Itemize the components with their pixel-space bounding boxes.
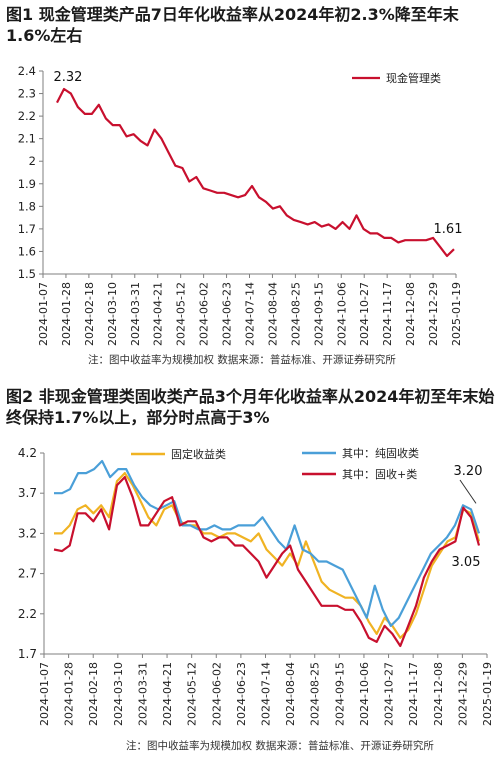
x-tick-label: 2024-08-04 <box>266 282 279 346</box>
x-tick-label: 2024-03-10 <box>112 662 125 726</box>
x-tick-label: 2024-10-27 <box>358 282 371 346</box>
y-tick-label: 1.8 <box>18 199 36 213</box>
x-tick-label: 2024-06-02 <box>198 282 211 346</box>
y-tick-label: 4.2 <box>18 446 37 460</box>
data-label-leader <box>459 479 477 504</box>
x-tick-label: 2024-10-06 <box>358 662 371 726</box>
x-tick-label: 2024-06-02 <box>210 662 223 726</box>
x-tick-label: 2024-07-14 <box>244 282 257 346</box>
y-tick-label: 1.5 <box>18 267 36 281</box>
x-tick-label: 2025-01-19 <box>450 282 463 346</box>
y-tick-label: 1.7 <box>18 647 37 661</box>
x-tick-label: 2024-09-15 <box>312 282 325 346</box>
chart1-axes: 1.5 1.6 1.7 1.8 1.9 2 2.1 2.2 2.3 2.4 2024-01-07 20… <box>18 64 463 346</box>
x-tick-label: 2024-04-21 <box>152 282 165 346</box>
y-tick-label: 3.2 <box>18 526 37 540</box>
x-tick-label: 2025-01-19 <box>481 662 494 726</box>
series-line-2 <box>54 459 481 628</box>
x-tick-label: 2024-06-23 <box>235 662 248 726</box>
data-label: 3.05 <box>452 555 481 570</box>
x-tick-label: 2024-10-27 <box>383 662 396 726</box>
x-tick-label: 2024-01-07 <box>38 662 51 726</box>
chart2-series <box>53 459 481 648</box>
y-tick-label: 1.9 <box>18 177 36 191</box>
y-tick-label: 1.6 <box>18 244 36 258</box>
y-tick-label: 2.4 <box>18 64 36 78</box>
chart1-labels: 2.32 1.61 <box>53 70 462 237</box>
chart1-legend: 现金管理类 <box>352 71 441 85</box>
y-tick-label: 2 <box>29 154 36 168</box>
legend-label: 现金管理类 <box>386 71 441 85</box>
chart2-axes: 1.7 2.2 2.7 3.2 3.7 4.2 2024-01-07 2024-01-28 20… <box>18 446 494 726</box>
chart2-note: 注：图中收益率为规模加权 数据来源：普益标准、开源证券研究所 <box>126 740 434 752</box>
chart1-note: 注：图中收益率为规模加权 数据来源：普益标准、开源证券研究所 <box>88 354 396 366</box>
y-tick-label: 2.2 <box>18 109 36 123</box>
chart1-series <box>56 87 455 258</box>
y-tick-label: 1.7 <box>18 222 36 236</box>
x-tick-label: 2024-02-18 <box>83 282 96 346</box>
x-tick-label: 2024-09-15 <box>333 662 346 726</box>
x-tick-label: 2024-10-06 <box>335 282 348 346</box>
x-tick-label: 2024-12-29 <box>456 662 469 726</box>
x-tick-label: 2024-08-25 <box>289 282 302 346</box>
x-tick-label: 2024-01-28 <box>63 662 76 726</box>
x-tick-label: 2024-12-08 <box>432 662 445 726</box>
chart1-svg: 1.5 1.6 1.7 1.8 1.9 2 2.1 2.2 2.3 2.4 2024-01-07 20… <box>18 64 463 346</box>
x-tick-label: 2024-11-17 <box>381 282 394 346</box>
x-tick-label: 2024-03-31 <box>136 662 149 726</box>
x-tick-label: 2024-07-14 <box>260 662 273 726</box>
chart2-title: 图2 非现金管理类固收类产品3个月年化收益率从2024年初至年末始终保持1.7%… <box>6 387 495 427</box>
y-tick-label: 3.7 <box>18 486 37 500</box>
legend-label: 其中：纯固收类 <box>342 446 419 460</box>
series-line-1 <box>56 87 455 258</box>
x-tick-label: 2024-05-12 <box>186 662 199 726</box>
x-tick-label: 2024-11-17 <box>407 662 420 726</box>
x-tick-label: 2024-02-18 <box>87 662 100 726</box>
x-tick-label: 2024-03-10 <box>106 282 119 346</box>
y-tick-label: 2.3 <box>18 87 36 101</box>
x-tick-label: 2024-05-12 <box>175 282 188 346</box>
chart2-labels: 3.20 3.05 <box>452 464 483 570</box>
x-tick-label: 2024-12-08 <box>404 282 417 346</box>
y-tick-label: 2.7 <box>18 567 37 581</box>
legend-label: 固定收益类 <box>171 447 226 461</box>
y-tick-label: 2.2 <box>18 607 37 621</box>
x-tick-label: 2024-04-21 <box>161 662 174 726</box>
x-tick-label: 2024-06-23 <box>221 282 234 346</box>
data-label: 3.20 <box>454 464 483 479</box>
x-tick-label: 2024-03-31 <box>129 282 142 346</box>
y-tick-label: 2.1 <box>18 132 36 146</box>
data-label: 1.61 <box>434 222 463 237</box>
x-tick-label: 2024-01-28 <box>60 282 73 346</box>
chart1-title: 图1 现金管理类产品7日年化收益率从2024年初2.3%降至年末1.6%左右 <box>6 5 459 45</box>
x-tick-label: 2024-08-25 <box>309 662 322 726</box>
data-label: 2.32 <box>53 70 82 85</box>
series-line-1 <box>54 472 481 640</box>
x-tick-label: 2024-08-04 <box>284 662 297 726</box>
series-line-3 <box>53 476 481 648</box>
x-tick-label: 2024-12-29 <box>427 282 440 346</box>
x-tick-label: 2024-01-07 <box>37 282 50 346</box>
legend-label: 其中：固收+类 <box>342 467 417 481</box>
